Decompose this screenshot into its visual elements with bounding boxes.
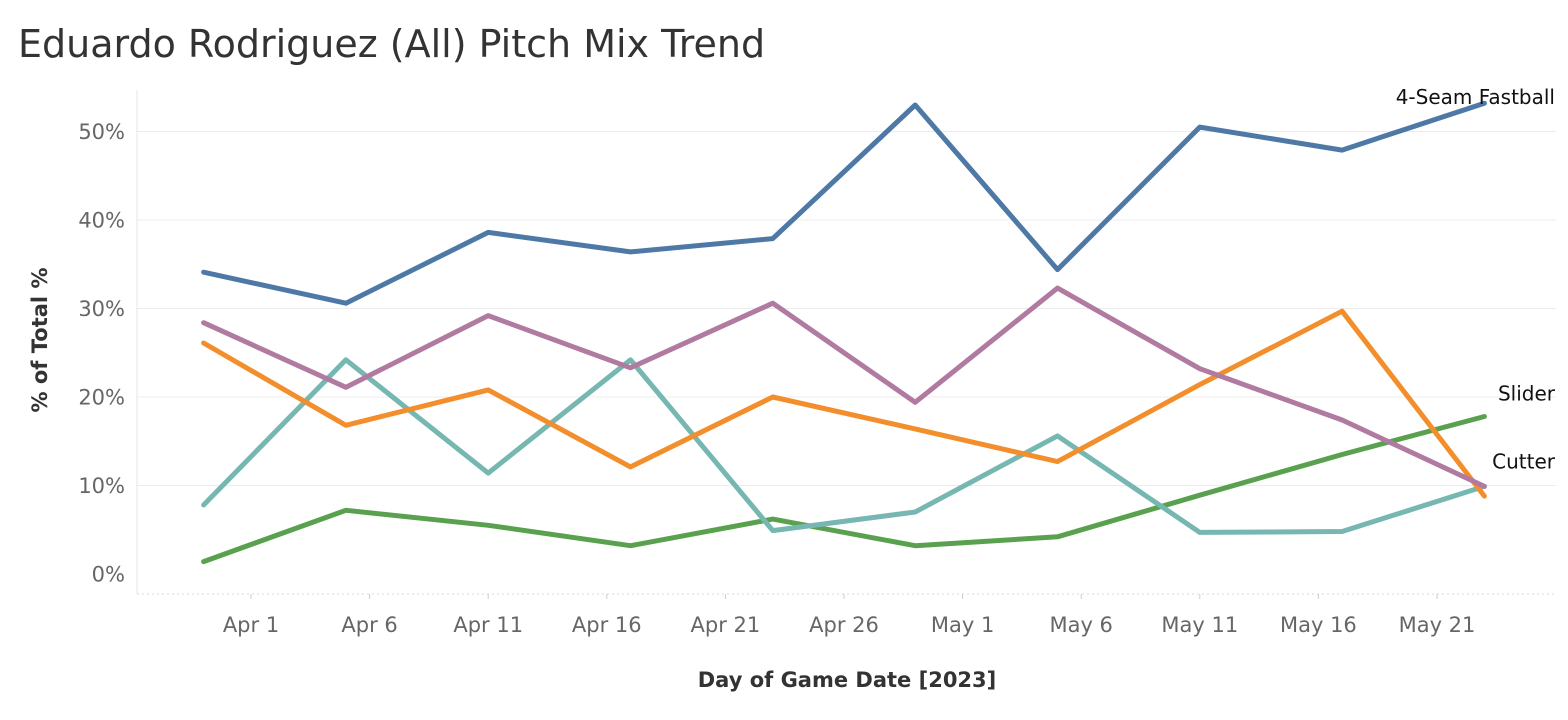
y-tick-label: 10% — [78, 474, 125, 498]
y-tick-label: 0% — [92, 563, 125, 587]
x-tick-label: May 21 — [1399, 613, 1476, 637]
series-label-cutter: Cutter — [1492, 449, 1556, 473]
x-tick-label: May 6 — [1049, 613, 1112, 637]
series-label-4-seam-fastball: 4-Seam Fastball — [1396, 85, 1555, 109]
x-axis-ticks: Apr 1 Apr 6 Apr 11 Apr 16 Apr 21 Apr 26 May 1 M… — [223, 594, 1476, 637]
y-axis-title: % of Total % — [28, 268, 52, 413]
x-tick-label: Apr 26 — [809, 613, 879, 637]
y-tick-label: 30% — [78, 297, 125, 321]
x-tick-label: May 11 — [1161, 613, 1238, 637]
series-line-series-3 — [201, 308, 1487, 499]
series-label-slider: Slider — [1498, 381, 1556, 405]
x-tick-label: Apr 11 — [453, 613, 523, 637]
x-tick-label: Apr 6 — [341, 613, 397, 637]
series-line-cutter — [201, 357, 1487, 535]
y-tick-label: 50% — [78, 120, 125, 144]
x-tick-label: Apr 16 — [572, 613, 642, 637]
series-line-4-seam-fastball — [201, 100, 1487, 306]
y-tick-label: 20% — [78, 386, 125, 410]
plot-frame — [136, 90, 1556, 595]
series-labels: 4-Seam Fastball Cutter Slider — [1396, 85, 1556, 473]
series-line-series-2 — [201, 285, 1487, 489]
x-tick-label: Apr 21 — [691, 613, 761, 637]
x-axis-title: Day of Game Date [2023] — [698, 668, 997, 692]
chart-title: Eduardo Rodriguez (All) Pitch Mix Trend — [18, 22, 766, 66]
series-line-slider — [201, 414, 1487, 565]
series-lines — [201, 100, 1487, 565]
x-tick-label: Apr 1 — [223, 613, 279, 637]
y-axis-ticks: 0% 10% 20% 30% 40% 50% — [78, 120, 125, 587]
y-tick-label: 40% — [78, 209, 125, 233]
x-tick-label: May 16 — [1280, 613, 1357, 637]
x-tick-label: May 1 — [931, 613, 994, 637]
gridlines — [137, 131, 1556, 486]
